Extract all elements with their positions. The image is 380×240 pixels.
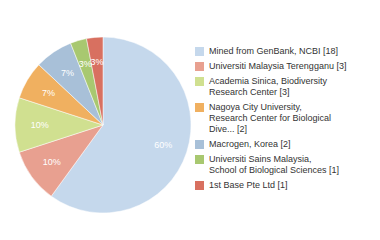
svg-text:10%: 10% <box>31 120 49 130</box>
html-text:Universiti Malaysia Terengganu: Universiti Malaysia Terengganu [3] <box>209 60 347 71</box>
svg-text:3%: 3% <box>91 57 104 67</box>
svg-text:7%: 7% <box>61 68 74 78</box>
svg-text:10%: 10% <box>43 157 61 167</box>
html-text:Nagoya City University, Resear: Nagoya City University, Research Center … <box>209 101 332 134</box>
svg-text:7%: 7% <box>42 88 55 98</box>
svg-text:3%: 3% <box>78 59 92 70</box>
html-text:Academia Sinica, Biodiversity: Academia Sinica, Biodiversity Research C… <box>209 75 328 97</box>
html-text:1st Base Pte Ltd [1]: 1st Base Pte Ltd [1] <box>209 179 288 190</box>
html-text:Macrogen, Korea [2]: Macrogen, Korea [2] <box>209 138 291 149</box>
html-text:Universiti Sains Malaysia, Sch: Universiti Sains Malaysia, School of Bio… <box>209 153 340 175</box>
svg-text:60%: 60% <box>154 140 172 150</box>
html-text:Mined from GenBank, NCBI [18]: Mined from GenBank, NCBI [18] <box>209 45 339 56</box>
